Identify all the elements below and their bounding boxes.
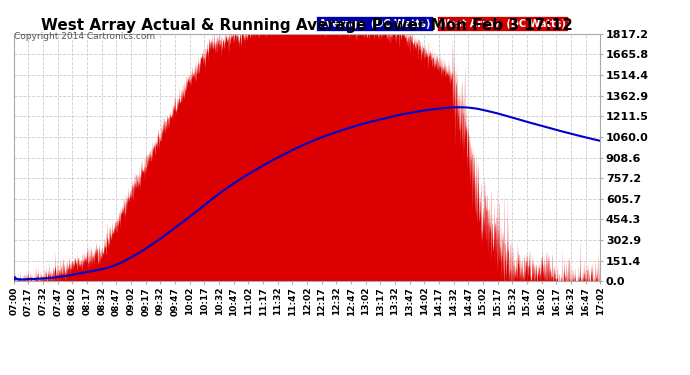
- Text: Average  (DC Watts): Average (DC Watts): [319, 19, 430, 29]
- Text: West Array  (DC Watts): West Array (DC Watts): [439, 19, 566, 29]
- Title: West Array Actual & Running Average Power Mon Feb 3 17:12: West Array Actual & Running Average Powe…: [41, 18, 573, 33]
- Text: Copyright 2014 Cartronics.com: Copyright 2014 Cartronics.com: [14, 32, 155, 41]
